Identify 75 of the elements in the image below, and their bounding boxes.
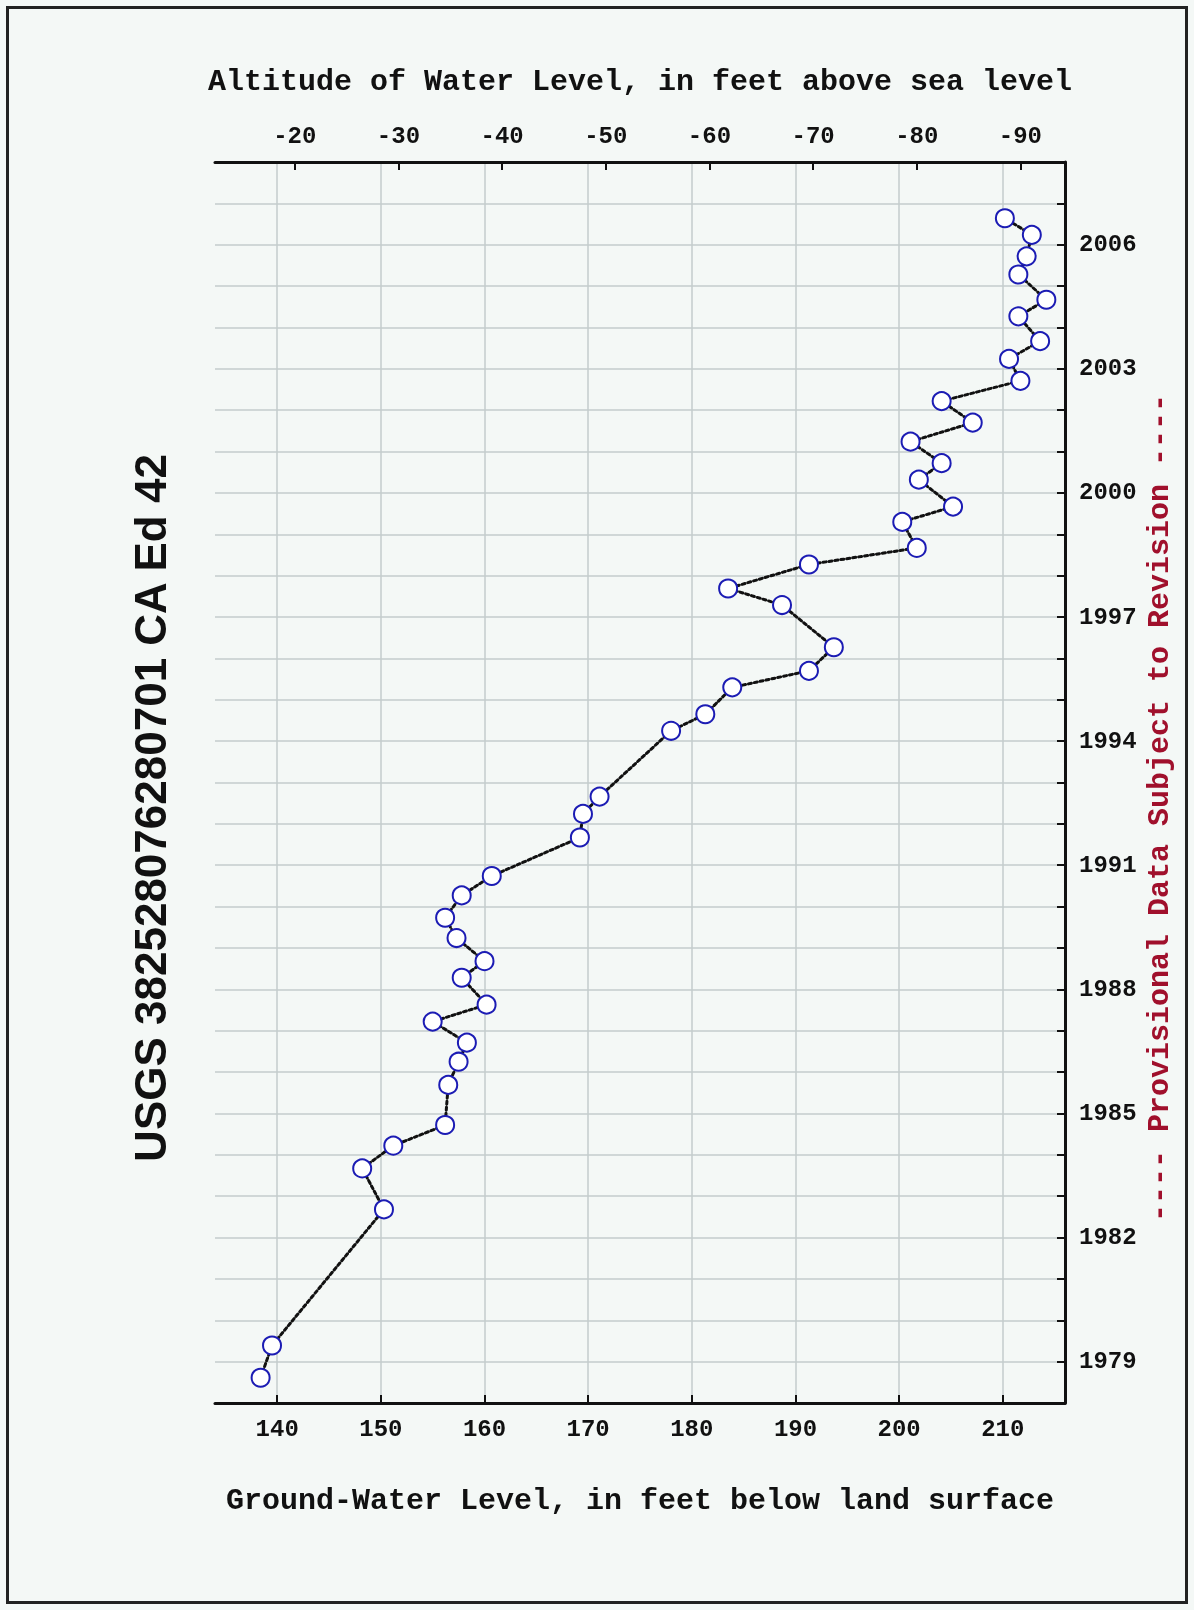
point xyxy=(994,208,1015,229)
x-axis-title: Ground-Water Level, in feet below land surface xyxy=(225,1484,1055,1518)
point xyxy=(999,348,1020,369)
point xyxy=(1030,331,1051,352)
x2-tick-label: -40 xyxy=(480,122,524,150)
point xyxy=(383,1135,404,1156)
x-tick-label: 160 xyxy=(462,1415,507,1443)
x-tick-label: 200 xyxy=(877,1415,921,1443)
y-tick-label: 1982 xyxy=(1079,1224,1137,1252)
point xyxy=(772,595,793,616)
point xyxy=(1008,306,1029,327)
point xyxy=(373,1199,394,1220)
point xyxy=(962,412,983,433)
point xyxy=(931,453,952,474)
x-tick-label: 210 xyxy=(981,1415,1025,1443)
point xyxy=(474,951,495,972)
point xyxy=(438,1074,459,1095)
point xyxy=(435,907,456,928)
point xyxy=(900,431,921,452)
x-tick-label: 190 xyxy=(773,1415,818,1443)
point xyxy=(892,511,913,532)
point xyxy=(1008,264,1029,285)
y-tick-label: 2000 xyxy=(1079,479,1137,507)
y-tick-label: 2006 xyxy=(1079,231,1137,259)
y-tick-label: 1979 xyxy=(1079,1348,1137,1376)
point xyxy=(906,537,927,558)
point xyxy=(262,1335,283,1356)
x-tick-label: 170 xyxy=(566,1415,610,1443)
point xyxy=(476,994,497,1015)
y-tick-label: 1985 xyxy=(1079,1099,1137,1127)
x2-tick-label: -90 xyxy=(998,122,1043,150)
x2-tick-label: -50 xyxy=(584,122,628,150)
point xyxy=(722,677,743,698)
point xyxy=(798,554,819,575)
point xyxy=(451,885,472,906)
x2-tick-label: -30 xyxy=(376,122,421,150)
point xyxy=(943,496,964,517)
y-tick-label: 1988 xyxy=(1079,975,1137,1003)
point xyxy=(1021,224,1042,245)
y-tick-label: 2003 xyxy=(1079,355,1137,383)
point xyxy=(1036,289,1057,310)
point xyxy=(661,720,682,741)
point xyxy=(798,660,819,681)
point xyxy=(695,704,716,725)
point xyxy=(435,1115,456,1136)
point xyxy=(451,967,472,988)
point xyxy=(589,786,610,807)
point xyxy=(931,391,952,412)
point xyxy=(718,578,739,599)
point xyxy=(250,1367,271,1388)
point xyxy=(573,803,593,824)
point xyxy=(446,928,467,949)
x-tick-label: 180 xyxy=(670,1415,714,1443)
x2-tick-label: -60 xyxy=(687,122,732,150)
point xyxy=(456,1032,477,1053)
x2-tick-label: -70 xyxy=(791,122,835,150)
y-tick-label: 1997 xyxy=(1079,603,1137,631)
point xyxy=(448,1051,469,1072)
point xyxy=(823,637,844,658)
point xyxy=(569,827,590,848)
point xyxy=(481,865,502,886)
x2-axis-title: Altitude of Water Level, in feet above sea level xyxy=(207,65,1073,99)
x2-tick-label: -80 xyxy=(895,122,939,150)
y-tick-label: 1994 xyxy=(1079,727,1137,755)
x-tick-label: 150 xyxy=(359,1415,403,1443)
text: USGS 382528076280701 CA Ed 42 xyxy=(125,454,175,1162)
point xyxy=(352,1158,373,1179)
point xyxy=(422,1011,443,1032)
point xyxy=(1016,246,1037,267)
y-tick-label: 1991 xyxy=(1079,851,1137,879)
x-tick-label: 140 xyxy=(255,1415,299,1443)
point xyxy=(908,469,929,490)
text: ---- Provisional Data Subject to Revision ---- xyxy=(1143,393,1177,1223)
x2-tick-label: -20 xyxy=(273,122,317,150)
point xyxy=(1010,370,1031,391)
